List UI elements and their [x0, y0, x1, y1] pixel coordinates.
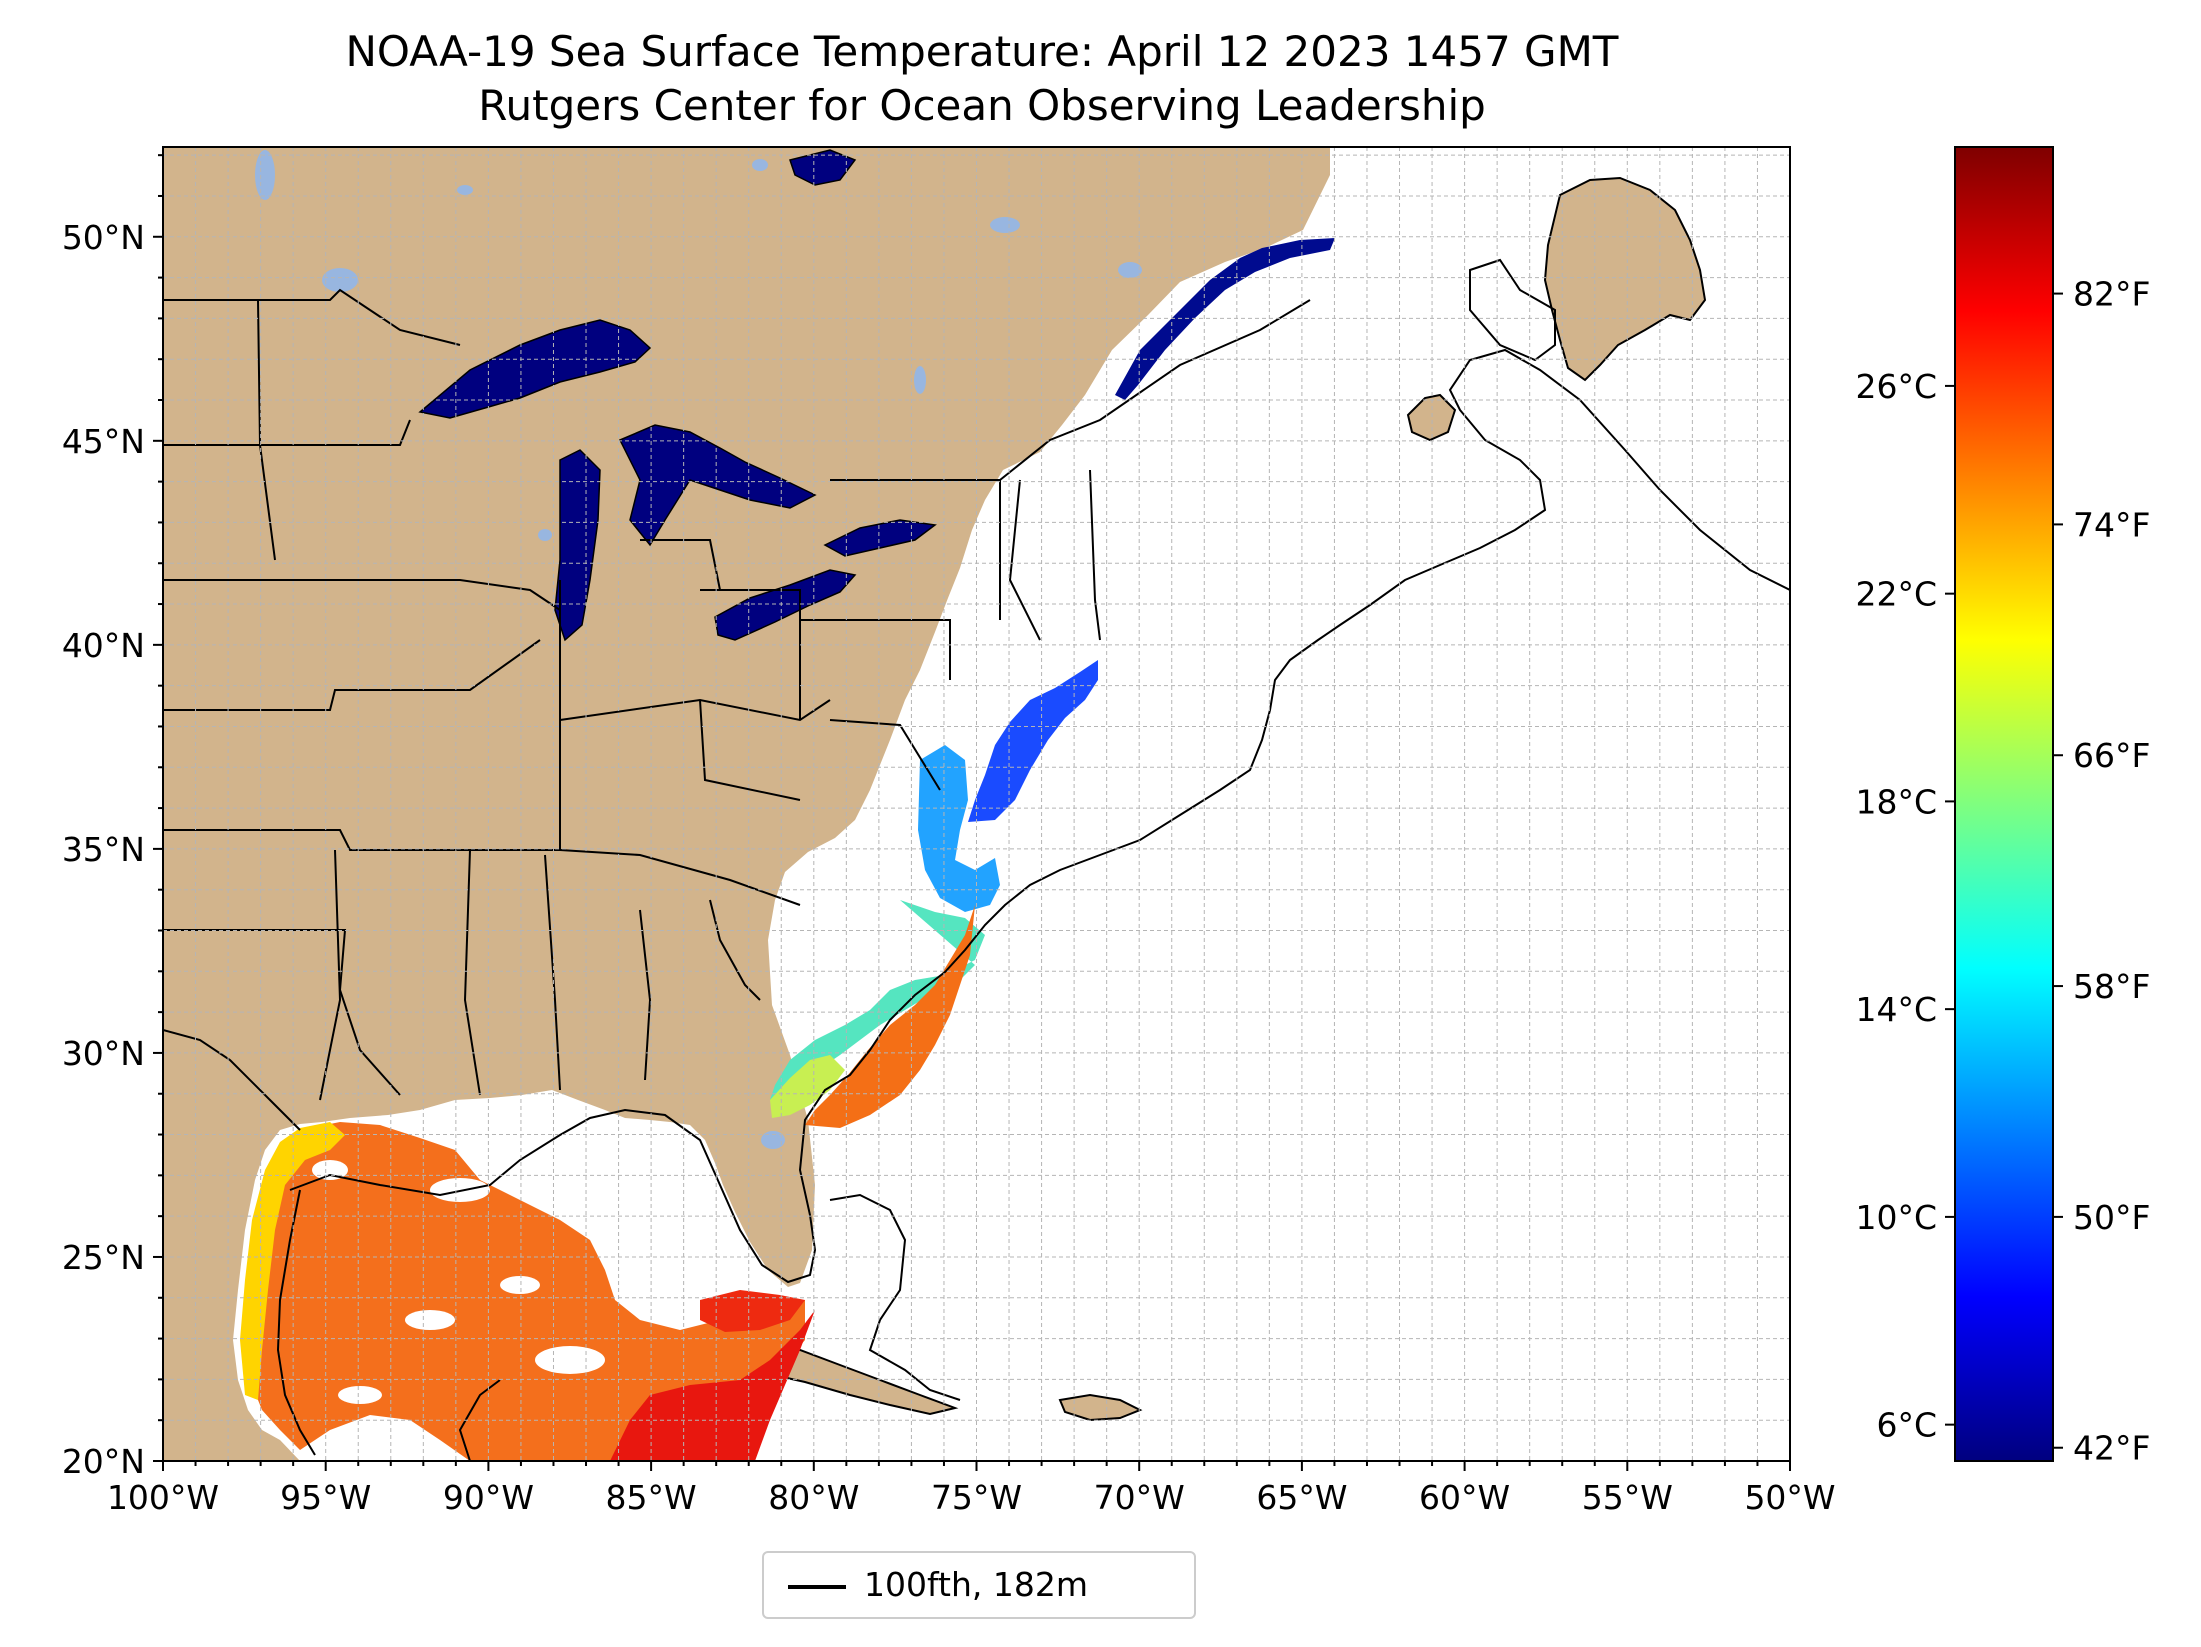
lat-tick-label: 20°N	[62, 1442, 145, 1481]
land-cape-breton	[1406, 393, 1457, 442]
map-plot-area: 100°W 95°W 90°W 85°W 80°W 75°W 70°W 65°W 60°W 55°…	[62, 146, 1836, 1517]
great-lakes-sst	[418, 149, 937, 642]
legend-line-swatch	[788, 1585, 846, 1589]
texas-coastal-sst	[240, 1122, 345, 1400]
lat-tick-label: 45°N	[62, 422, 145, 461]
northeast-coastal-sst	[968, 660, 1098, 822]
st-lawrence-sst	[1115, 238, 1335, 400]
map-subtitle: Rutgers Center for Ocean Observing Leade…	[478, 81, 1486, 130]
map-legend: 100fth, 182m	[762, 1551, 1196, 1619]
lon-tick-label: 65°W	[1256, 1478, 1347, 1517]
celsius-tick-label: 6°C	[1876, 1406, 1937, 1445]
map-title: NOAA-19 Sea Surface Temperature: April 1…	[345, 27, 1619, 76]
map-axes: 100°W 95°W 90°W 85°W 80°W 75°W 70°W 65°W 60°W 55°…	[62, 154, 1836, 1517]
land-north-america	[163, 147, 1330, 1461]
political-borders	[163, 288, 1311, 1461]
lat-tick-label: 50°N	[62, 218, 145, 257]
land-hispaniola	[1058, 1393, 1143, 1422]
colorbar-ticks: 6°C 10°C 14°C 18°C 22°C 26°C 42°F 50°F 58°F 66°F 7…	[1855, 275, 2150, 1468]
lat-tick-label: 30°N	[62, 1034, 145, 1073]
lon-tick-label: 55°W	[1582, 1478, 1673, 1517]
gulf-stream-sst	[805, 905, 975, 1128]
land-newfoundland	[1543, 176, 1707, 382]
fahrenheit-tick-label: 42°F	[2073, 1429, 2150, 1468]
celsius-tick-label: 18°C	[1855, 782, 1937, 821]
florida-straits-sst	[700, 1290, 805, 1332]
lon-tick-label: 60°W	[1419, 1478, 1510, 1517]
lon-tick-label: 70°W	[1094, 1478, 1185, 1517]
lon-tick-label: 50°W	[1744, 1478, 1835, 1517]
fahrenheit-tick-label: 66°F	[2073, 736, 2150, 775]
lon-tick-label: 85°W	[606, 1478, 697, 1517]
inland-lakes	[255, 150, 1142, 1149]
lon-tick-label: 80°W	[768, 1478, 859, 1517]
fahrenheit-tick-label: 82°F	[2073, 275, 2150, 314]
graticule	[163, 147, 1790, 1461]
lon-tick-label: 75°W	[931, 1478, 1022, 1517]
legend-label: 100fth, 182m	[864, 1565, 1088, 1604]
colorbar-gradient	[1954, 146, 2054, 1462]
celsius-tick-label: 22°C	[1855, 575, 1937, 614]
lat-tick-label: 40°N	[62, 626, 145, 665]
lon-tick-label: 90°W	[443, 1478, 534, 1517]
fahrenheit-tick-label: 50°F	[2073, 1198, 2150, 1237]
colorbar: 6°C 10°C 14°C 18°C 22°C 26°C 42°F 50°F 58°F 66°F 7…	[1855, 146, 2150, 1468]
southeast-shelf-sst	[770, 1055, 845, 1118]
celsius-tick-label: 14°C	[1855, 990, 1937, 1029]
carolina-shelf-sst	[770, 900, 985, 1100]
lon-tick-label: 95°W	[280, 1478, 371, 1517]
celsius-tick-label: 10°C	[1855, 1198, 1937, 1237]
fahrenheit-tick-label: 74°F	[2073, 505, 2150, 544]
lat-tick-label: 35°N	[62, 830, 145, 869]
fahrenheit-tick-label: 58°F	[2073, 967, 2150, 1006]
lat-tick-label: 25°N	[62, 1238, 145, 1277]
caribbean-sst	[610, 1310, 815, 1461]
lon-tick-label: 100°W	[107, 1478, 219, 1517]
celsius-tick-label: 26°C	[1855, 367, 1937, 406]
